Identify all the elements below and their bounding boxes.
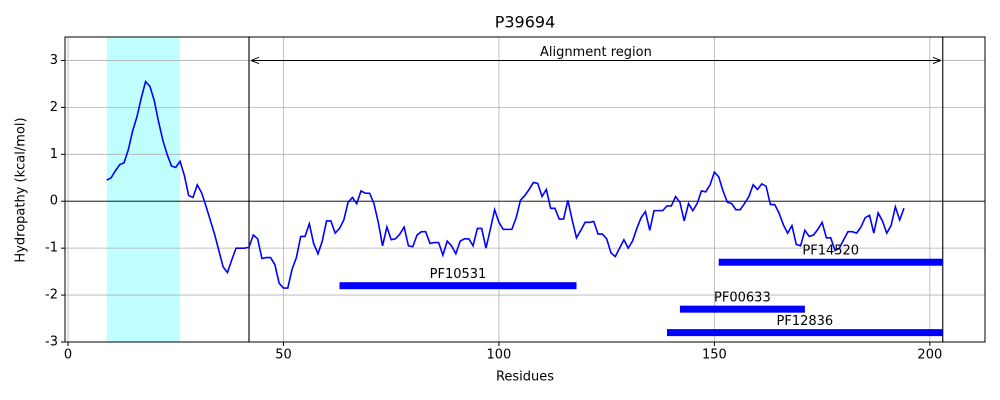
domain-label: PF10531	[430, 267, 487, 282]
y-tick-label: 1	[50, 147, 58, 162]
x-tick-label: 100	[487, 348, 512, 363]
y-axis-label: Hydropathy (kcal/mol)	[14, 117, 29, 262]
y-tick-label: -2	[45, 288, 58, 303]
y-tick-label: 0	[50, 194, 58, 209]
shaded-region	[106, 37, 181, 342]
y-tick-label: -3	[45, 335, 58, 350]
hydropathy-line	[106, 79, 905, 289]
domain-bar	[679, 305, 805, 313]
domain-bar	[666, 329, 943, 337]
domain-label: PF12836	[777, 314, 834, 329]
annotation-text: Alignment region	[540, 45, 652, 60]
domain-label: PF14520	[802, 244, 859, 259]
domain-bar	[339, 282, 577, 290]
y-tick-label: 3	[50, 53, 58, 68]
domain-label: PF00633	[714, 291, 771, 306]
x-tick-label: 50	[275, 348, 292, 363]
x-axis-label: Residues	[496, 370, 554, 385]
x-tick-label: 150	[702, 348, 727, 363]
x-tick-label: 200	[917, 348, 942, 363]
x-tick-label: 0	[64, 348, 72, 363]
y-tick-label: 2	[50, 100, 58, 115]
plot-frame	[64, 36, 986, 343]
chart-title: P39694	[495, 13, 556, 32]
y-tick-label: -1	[45, 241, 58, 256]
domain-bar	[718, 258, 943, 266]
